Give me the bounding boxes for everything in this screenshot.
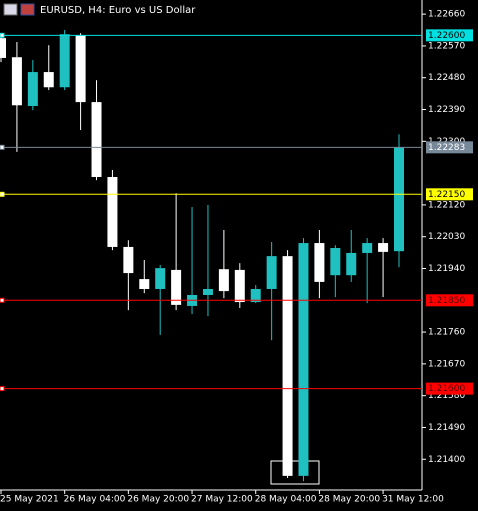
- y-tick-label: 1.21490: [428, 423, 465, 433]
- y-tick-label: 1.22390: [428, 105, 465, 115]
- price-tag-label: 1.22150: [428, 190, 465, 200]
- candle-body: [171, 269, 182, 305]
- candle-body: [330, 248, 341, 276]
- candle-body: [27, 72, 38, 106]
- price-level-marker: [0, 144, 5, 150]
- flag-icon: [20, 3, 35, 16]
- candle-body: [91, 102, 102, 177]
- candle-body: [139, 279, 150, 289]
- x-tick-label: 31 May 12:00: [382, 495, 444, 505]
- x-tick-label: 27 May 12:00: [191, 495, 253, 505]
- y-tick-label: 1.22030: [428, 232, 465, 242]
- candle-body: [123, 246, 134, 274]
- y-tick-label: 1.21580: [428, 391, 465, 401]
- price-tag-label: 1.21600: [428, 384, 465, 394]
- candle-body: [250, 288, 261, 303]
- price-tag: [426, 382, 473, 395]
- window-icon: [3, 3, 18, 16]
- y-tick-label: 1.21940: [428, 264, 465, 274]
- candle-body: [59, 34, 70, 88]
- price-tag: [426, 294, 473, 307]
- x-tick-label: 25 May 2021: [0, 495, 59, 505]
- price-tag: [426, 29, 473, 42]
- candle-body: [394, 147, 404, 252]
- price-level-marker: [0, 297, 5, 303]
- price-level-marker: [0, 32, 5, 38]
- candle-body: [107, 176, 118, 247]
- price-tag-label: 1.21850: [428, 296, 465, 306]
- selection-box: [270, 460, 320, 485]
- candle-body: [218, 269, 229, 292]
- candle-body: [75, 34, 86, 103]
- candle-body: [11, 57, 22, 106]
- y-tick-label: 1.22480: [428, 73, 465, 83]
- candle-body: [234, 269, 245, 303]
- y-tick-label: 1.21760: [428, 328, 465, 338]
- candle-body: [0, 38, 6, 58]
- price-level-marker: [0, 386, 5, 392]
- candle-body: [266, 256, 277, 289]
- y-tick-label: 1.21670: [428, 359, 465, 369]
- candle-body: [314, 243, 325, 282]
- y-tick-label: 1.21400: [428, 455, 465, 465]
- price-tag: [426, 141, 473, 154]
- x-tick-label: 26 May 04:00: [64, 495, 126, 505]
- price-tag-label: 1.22600: [428, 31, 465, 41]
- x-tick-label: 28 May 04:00: [255, 495, 317, 505]
- y-tick-label: 1.22120: [428, 200, 465, 210]
- candle-body: [155, 268, 166, 289]
- x-tick-label: 28 May 20:00: [318, 495, 380, 505]
- candle-body: [202, 288, 213, 295]
- candle-body: [298, 243, 309, 476]
- candle-body: [362, 243, 373, 253]
- price-tag: [426, 188, 473, 201]
- candle-body: [43, 72, 54, 88]
- y-tick-label: 1.22660: [428, 10, 465, 20]
- candle-body: [282, 256, 293, 476]
- price-level-marker: [0, 191, 5, 197]
- x-tick-label: 26 May 20:00: [127, 495, 189, 505]
- price-tag-label: 1.22283: [428, 143, 465, 153]
- candle-body: [346, 252, 357, 276]
- chart-title: EURUSD, H4: Euro vs US Dollar: [40, 5, 196, 16]
- candle-body: [378, 243, 389, 252]
- y-tick-label: 1.22570: [428, 41, 465, 51]
